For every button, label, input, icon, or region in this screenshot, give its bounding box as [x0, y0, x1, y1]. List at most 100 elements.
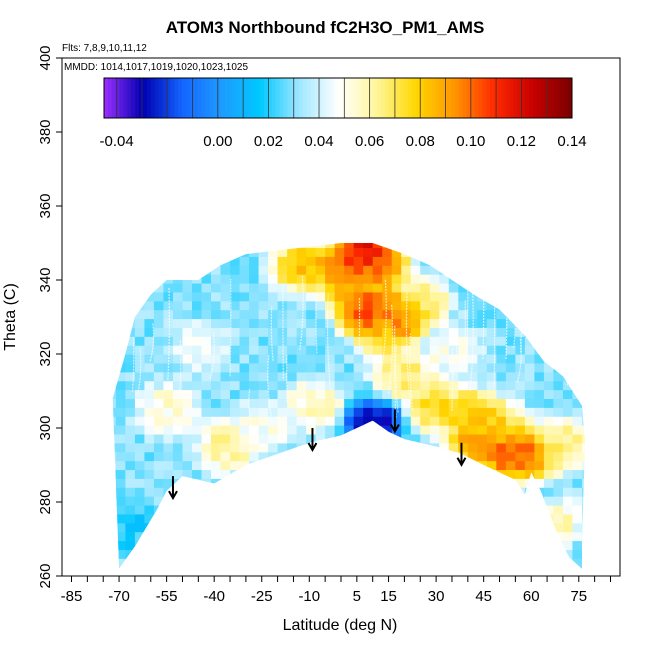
- heatmap-cell: [448, 274, 459, 284]
- heatmap-cell: [172, 389, 184, 399]
- heatmap-cell: [125, 496, 136, 506]
- heatmap-cell: [172, 243, 184, 249]
- heatmap-cell: [163, 327, 174, 337]
- heatmap-cell: [249, 522, 260, 533]
- heatmap-cell: [211, 265, 222, 275]
- heatmap-cell: [182, 469, 193, 479]
- heatmap-cell: [249, 433, 260, 444]
- heatmap-cell: [486, 247, 497, 257]
- heatmap-cell: [363, 274, 374, 284]
- heatmap-cell: [410, 416, 421, 426]
- heatmap-cell: [306, 531, 317, 542]
- heatmap-cell: [515, 522, 526, 533]
- heatmap-cell: [562, 318, 574, 328]
- heatmap-cell: [258, 567, 269, 569]
- heatmap-cell: [153, 291, 165, 302]
- heatmap-cell: [153, 247, 165, 257]
- heatmap-cell: [429, 309, 440, 320]
- heatmap-cell: [562, 531, 574, 542]
- heatmap-cell: [182, 389, 193, 399]
- heatmap-cell: [372, 407, 383, 417]
- heatmap-cell: [220, 265, 231, 275]
- heatmap-cell: [182, 243, 193, 249]
- heatmap-cell: [591, 327, 601, 336]
- colorbar-segment: [482, 78, 487, 118]
- heatmap-cell: [401, 496, 412, 506]
- heatmap-cell: [543, 336, 555, 346]
- heatmap-cell: [458, 309, 469, 320]
- heatmap-cell: [125, 309, 136, 320]
- heatmap-cell: [115, 460, 127, 471]
- heatmap-cell: [543, 362, 555, 373]
- heatmap-cell: [306, 496, 317, 506]
- heatmap-cell: [429, 558, 440, 568]
- heatmap-cell: [505, 460, 516, 471]
- heatmap-cell: [411, 230, 421, 239]
- heatmap-cell: [144, 362, 155, 373]
- heatmap-cell: [382, 478, 393, 488]
- heatmap-cell: [439, 433, 450, 444]
- heatmap-cell: [591, 301, 601, 310]
- heatmap-cell: [249, 274, 260, 284]
- heatmap-cell: [534, 371, 545, 382]
- heatmap-cell: [112, 549, 117, 559]
- heatmap-cell: [477, 567, 488, 569]
- heatmap-cell: [277, 549, 288, 559]
- heatmap-cell: [543, 265, 555, 275]
- heatmap-cell: [458, 407, 469, 417]
- heatmap-cell: [581, 504, 586, 515]
- heatmap-cell: [268, 256, 279, 266]
- heatmap-cell: [153, 318, 165, 328]
- heatmap-cell: [534, 487, 545, 497]
- heatmap-cell: [391, 327, 402, 337]
- heatmap-cell: [230, 504, 241, 515]
- heatmap-cell: [325, 513, 336, 524]
- heatmap-cell: [230, 487, 241, 497]
- heatmap-cell: [125, 460, 136, 471]
- heatmap-cell: [534, 300, 545, 311]
- heatmap-cell: [534, 549, 545, 559]
- heatmap-cell: [486, 380, 497, 391]
- heatmap-cell: [344, 407, 355, 417]
- heatmap-cell: [268, 380, 279, 391]
- heatmap-cell: [524, 256, 535, 266]
- heatmap-cell: [429, 300, 440, 311]
- heatmap-cell: [486, 398, 497, 408]
- heatmap-cell: [112, 504, 117, 515]
- heatmap-cell: [467, 282, 478, 293]
- heatmap-cell: [562, 243, 574, 249]
- heatmap-cell: [230, 513, 241, 524]
- heatmap-cell: [163, 549, 174, 559]
- heatmap-cell: [315, 398, 326, 408]
- heatmap-cell: [306, 274, 317, 284]
- heatmap-cell: [182, 362, 193, 373]
- heatmap-cell: [249, 487, 260, 497]
- heatmap-cell: [334, 336, 345, 346]
- heatmap-cell: [125, 558, 136, 568]
- heatmap-cell: [239, 567, 250, 569]
- heatmap-cell: [211, 540, 222, 550]
- heatmap-cell: [325, 504, 336, 515]
- heatmap-cell: [543, 433, 555, 444]
- heatmap-cell: [477, 531, 488, 542]
- heatmap-cell: [134, 247, 146, 257]
- heatmap-cell: [496, 442, 507, 453]
- heatmap-cell: [553, 380, 564, 391]
- colorbar-segment: [373, 78, 378, 118]
- heatmap-cell: [581, 522, 586, 533]
- heatmap-cell: [515, 265, 526, 275]
- heatmap-cell: [306, 522, 317, 533]
- heatmap-cell: [353, 371, 364, 382]
- heatmap-cell: [372, 243, 383, 249]
- heatmap-cell: [287, 362, 298, 373]
- colorbar-segment: [388, 78, 394, 118]
- heatmap-cell: [505, 274, 516, 284]
- heatmap-cell: [344, 540, 355, 550]
- heatmap-cell: [344, 398, 355, 408]
- heatmap-cell: [230, 407, 241, 417]
- heatmap-cell: [486, 522, 497, 533]
- heatmap-cell: [363, 433, 374, 444]
- heatmap-cell: [239, 433, 250, 444]
- heatmap-cell: [391, 274, 402, 284]
- heatmap-cell: [448, 247, 459, 257]
